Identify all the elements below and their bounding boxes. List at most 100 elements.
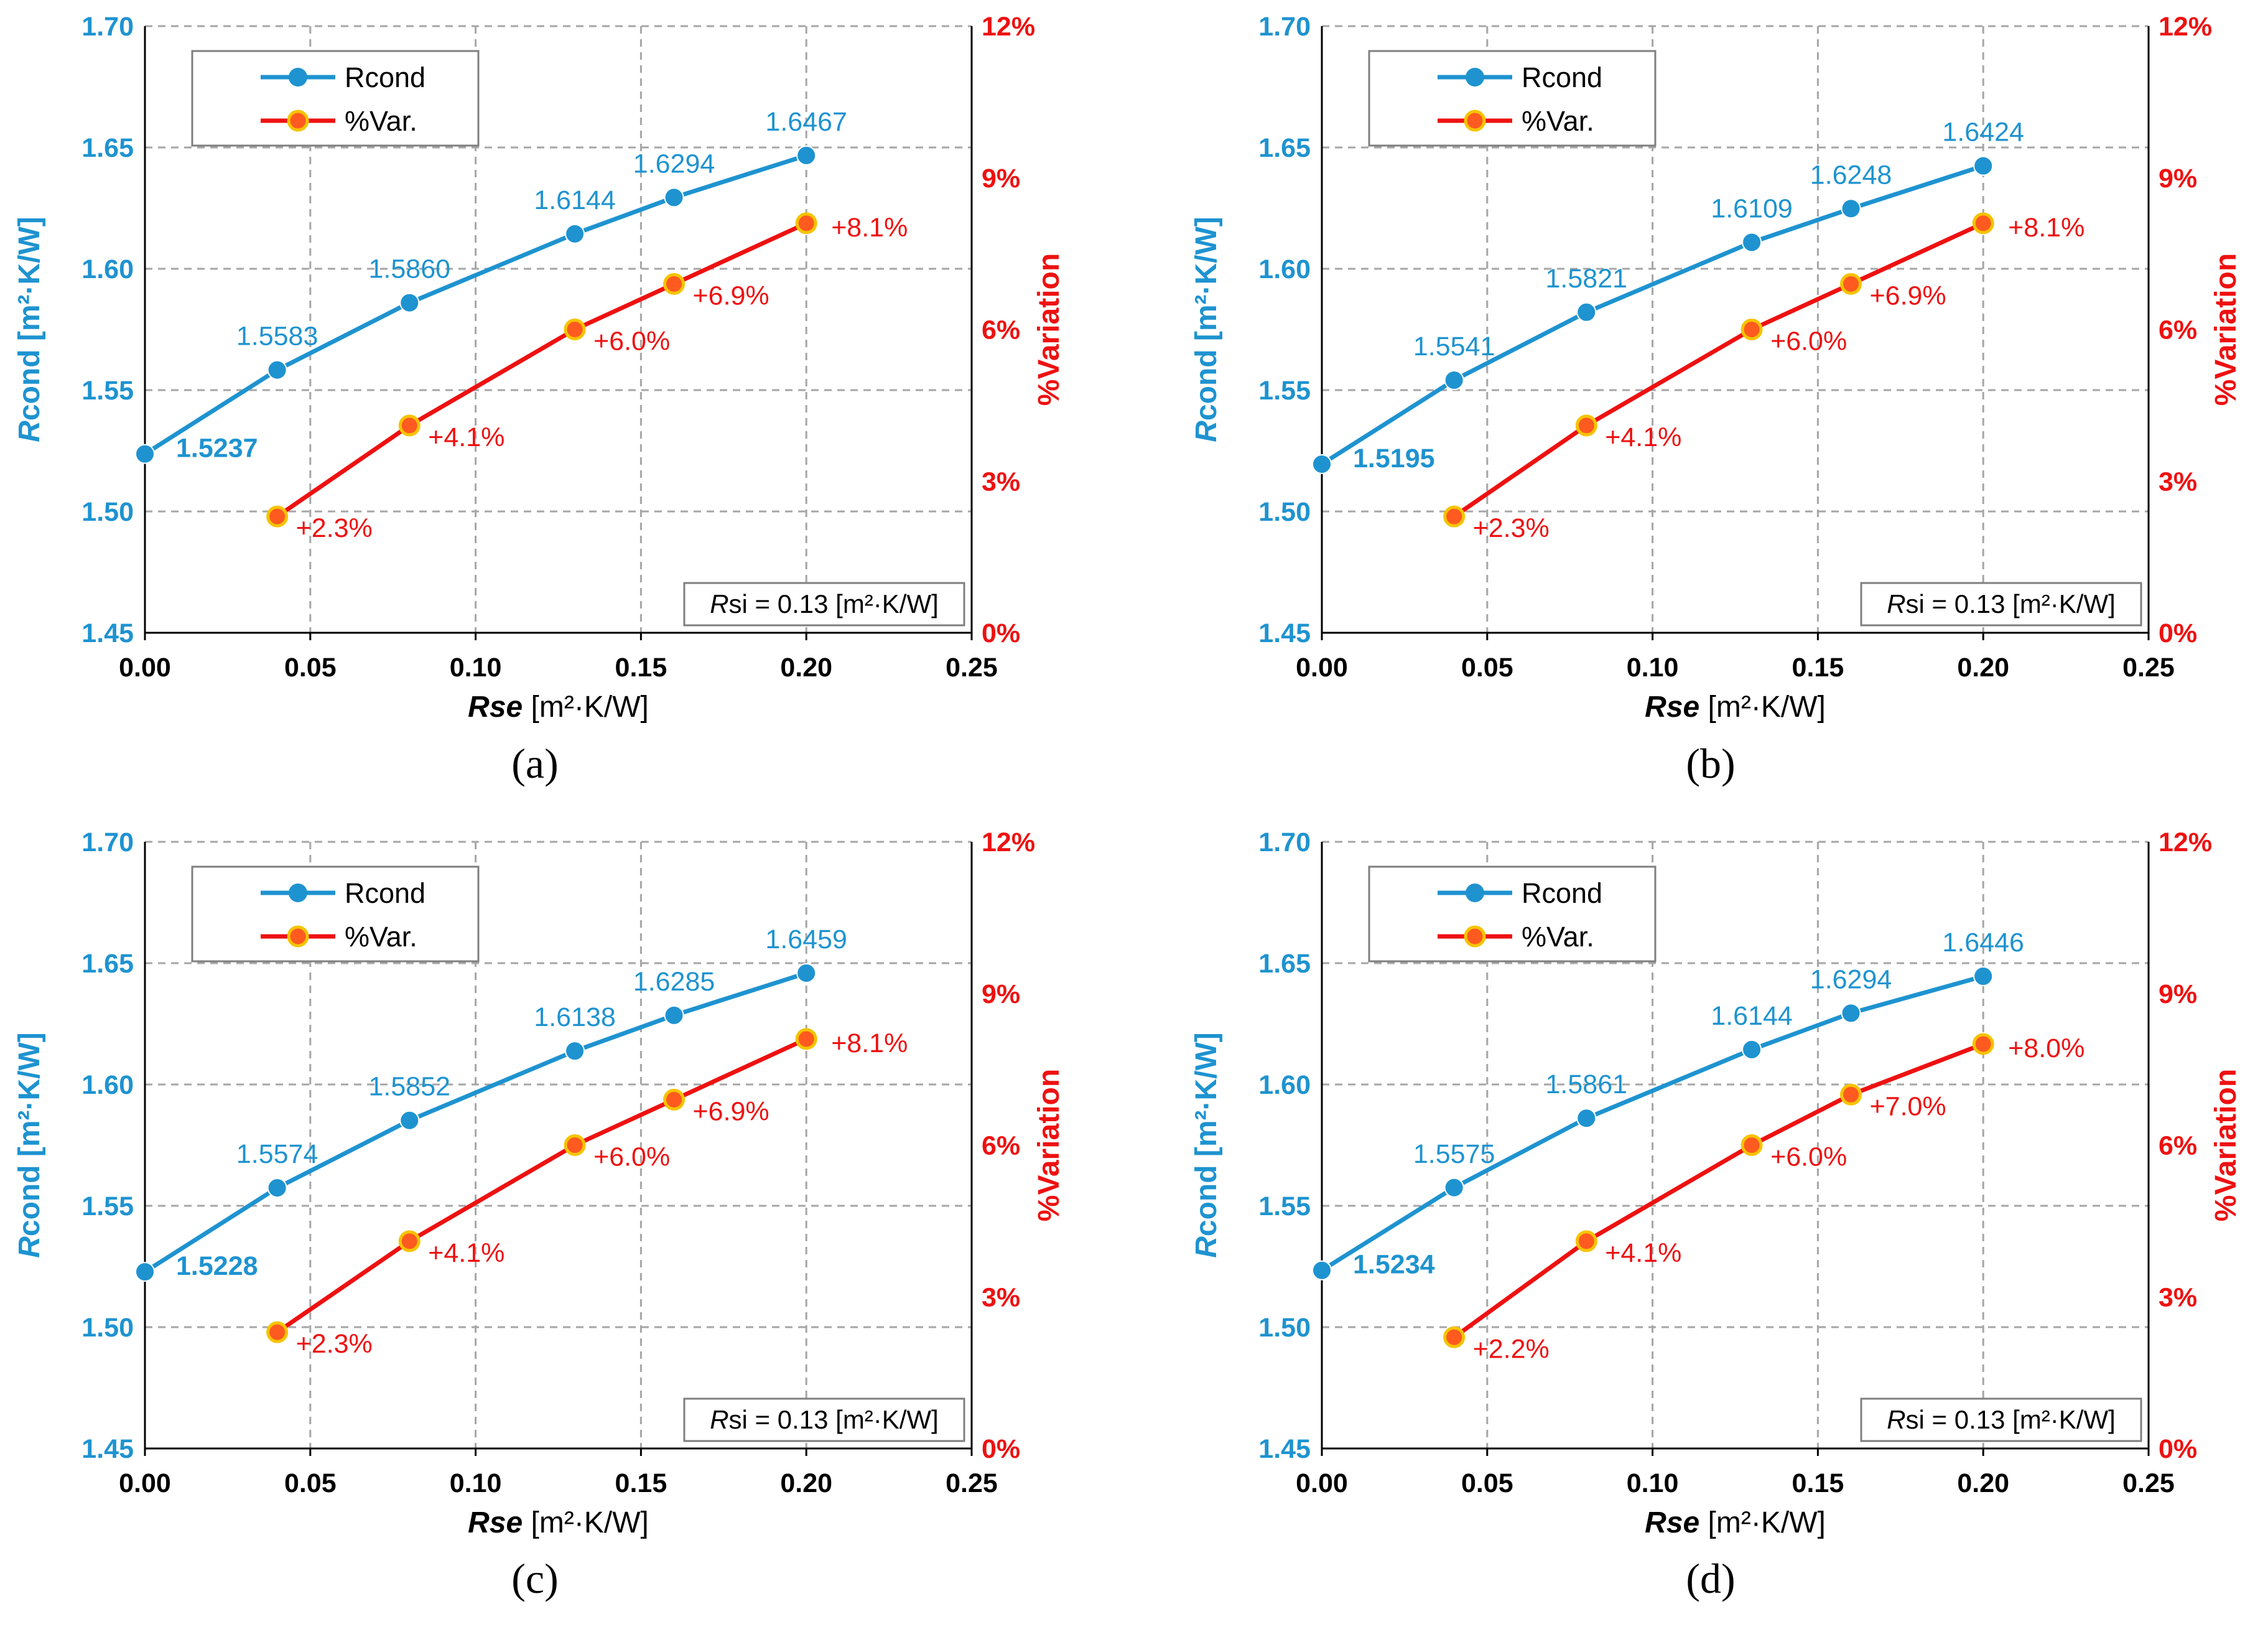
- x-tick-label: 0.00: [119, 653, 171, 683]
- y-right-tick-label: 0%: [982, 618, 1020, 648]
- var-point: [1840, 1083, 1862, 1106]
- y-right-tick-label: 6%: [982, 1131, 1020, 1161]
- var-data-label: +4.1%: [1605, 422, 1681, 452]
- y-right-tick-label: 6%: [982, 315, 1020, 345]
- rcond-data-label: 1.6446: [1942, 928, 2024, 958]
- rcond-point: [267, 360, 287, 380]
- y-left-tick-label: 1.50: [81, 1313, 134, 1343]
- rcond-data-label: 1.6109: [1711, 194, 1793, 223]
- var-data-label: +6.9%: [1870, 281, 1946, 310]
- x-tick-label: 0.25: [2122, 653, 2175, 683]
- y-left-tick-label: 1.50: [1258, 1313, 1311, 1343]
- legend-box: [191, 50, 480, 147]
- x-tick-label: 0.10: [1627, 653, 1679, 683]
- rsi-note-box: [1860, 1397, 2142, 1442]
- y-left-tick-label: 1.60: [1258, 1070, 1311, 1100]
- var-point: [1575, 414, 1597, 437]
- rcond-point: [1973, 156, 1994, 176]
- y-left-tick-label: 1.50: [1258, 497, 1311, 527]
- rcond-data-label: 1.5237: [176, 434, 258, 464]
- var-point: [1741, 1134, 1763, 1156]
- y-left-tick-label: 1.70: [1258, 828, 1311, 857]
- y-left-tick-label: 1.45: [1258, 618, 1311, 648]
- x-tick-label: 0.20: [780, 1468, 832, 1498]
- var-data-label: +4.1%: [1605, 1238, 1681, 1268]
- var-data-label: +2.2%: [1473, 1334, 1550, 1364]
- rcond-data-label: 1.5861: [1546, 1070, 1628, 1099]
- rsi-note-text: Rsi = 0.13 [m²·K/W]: [1887, 589, 2116, 618]
- x-axis-title: Rse [m²·K/W]: [468, 1506, 649, 1539]
- rcond-point: [664, 1005, 684, 1025]
- rsi-note: Rsi = 0.13 [m²·K/W]: [683, 1397, 965, 1442]
- rcond-data-label: 1.5821: [1546, 264, 1628, 294]
- y-right-tick-label: 0%: [982, 1434, 1020, 1464]
- x-tick-label: 0.10: [450, 653, 502, 683]
- x-tick-label: 0.15: [1792, 653, 1844, 683]
- y-right-tick-label: 12%: [2159, 12, 2212, 42]
- y-left-tick-label: 1.70: [1258, 12, 1311, 42]
- x-axis-title-var: Rse: [1645, 1506, 1699, 1539]
- rcond-data-label: 1.5574: [236, 1139, 318, 1169]
- rsi-note: Rsi = 0.13 [m²·K/W]: [1860, 582, 2142, 627]
- rsi-note-value: si = 0.13 [m²·K/W]: [729, 1405, 939, 1434]
- y-right-tick-label: 3%: [982, 1282, 1020, 1312]
- rcond-line: [144, 971, 807, 1274]
- rcond-data-label: 1.5541: [1413, 332, 1495, 361]
- rsi-note-value: si = 0.13 [m²·K/W]: [729, 589, 939, 618]
- rcond-point: [135, 1262, 155, 1282]
- y-left-tick-label: 1.45: [81, 618, 134, 648]
- rcond-data-label: 1.5852: [369, 1072, 451, 1102]
- y-left-axis-title-unit: cond [m²·K/W]: [13, 1032, 46, 1236]
- y-right-tick-label: 3%: [2159, 467, 2197, 497]
- legend-var-marker: [287, 925, 309, 948]
- rcond-point: [1312, 1260, 1332, 1280]
- rcond-line: [1321, 974, 1984, 1272]
- rcond-point: [267, 1178, 287, 1198]
- legend-rcond-marker: [1466, 68, 1484, 86]
- y-left-tick-label: 1.65: [81, 133, 134, 163]
- var-point: [398, 414, 421, 437]
- var-data-label: +8.1%: [831, 1028, 908, 1058]
- y-right-tick-label: 9%: [2159, 979, 2197, 1009]
- rcond-point: [399, 292, 420, 313]
- var-point: [663, 273, 686, 295]
- rcond-data-label: 1.6294: [633, 149, 715, 179]
- var-point: [795, 1028, 817, 1050]
- legend-box: [1368, 865, 1657, 963]
- rcond-point: [1576, 302, 1597, 322]
- rcond-point: [1742, 1039, 1762, 1060]
- y-right-tick-label: 6%: [2159, 1131, 2197, 1161]
- y-left-axis-title-var: R: [13, 421, 46, 442]
- rcond-point: [1576, 1108, 1597, 1129]
- rcond-point: [1444, 370, 1464, 391]
- x-tick-label: 0.10: [1627, 1468, 1679, 1498]
- var-data-label: +6.0%: [593, 327, 670, 357]
- x-axis-title: Rse [m²·K/W]: [468, 691, 649, 724]
- legend: Rcond %Var.: [1368, 50, 1657, 147]
- var-point: [1972, 1033, 1994, 1055]
- x-tick-label: 0.05: [284, 653, 337, 683]
- rcond-data-label: 1.5234: [1353, 1250, 1435, 1280]
- x-tick-label: 0.10: [450, 1468, 502, 1498]
- x-axis-title: Rse [m²·K/W]: [1645, 1506, 1826, 1539]
- x-tick-label: 0.20: [780, 653, 832, 683]
- var-data-label: +6.0%: [593, 1142, 670, 1172]
- x-axis-title-unit: [m²·K/W]: [1699, 1506, 1826, 1539]
- legend-var-marker: [287, 110, 309, 132]
- rcond-point: [399, 1110, 420, 1131]
- x-axis-title-unit: [m²·K/W]: [523, 691, 649, 724]
- var-point: [1741, 319, 1763, 340]
- y-right-tick-label: 3%: [2159, 1282, 2197, 1312]
- legend-var-label: %Var.: [345, 105, 417, 137]
- var-point: [564, 1134, 586, 1156]
- rcond-line: [1321, 164, 1984, 466]
- legend-rcond-marker: [289, 884, 307, 902]
- rcond-point: [135, 444, 155, 464]
- legend-rcond-label: Rcond: [1522, 62, 1602, 93]
- rsi-note-box: [683, 1397, 965, 1442]
- y-left-tick-label: 1.55: [1258, 376, 1311, 406]
- rcond-data-label: 1.5195: [1353, 444, 1435, 473]
- var-point: [266, 1321, 289, 1343]
